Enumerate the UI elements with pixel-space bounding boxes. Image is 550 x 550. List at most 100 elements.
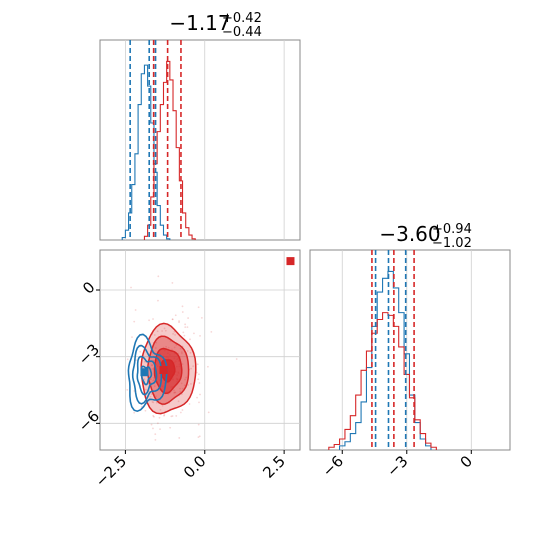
sample-point <box>174 333 176 336</box>
histogram-step <box>339 270 432 450</box>
sample-point <box>186 326 189 329</box>
sample-point <box>172 332 174 335</box>
histogram-step <box>143 60 196 240</box>
sample-point <box>153 385 156 388</box>
sample-point <box>149 395 152 398</box>
sample-point <box>164 329 167 332</box>
sample-point <box>171 282 174 284</box>
sample-point <box>185 376 188 379</box>
sample-point <box>174 391 177 394</box>
tick-label: 2.5 <box>259 452 289 482</box>
sample-point <box>198 401 200 404</box>
title-plus-error: +0.42 <box>222 11 262 26</box>
sample-point <box>187 317 190 319</box>
sample-point <box>184 378 186 381</box>
sample-point <box>189 351 192 354</box>
sample-point <box>178 321 180 324</box>
sample-point <box>126 358 129 361</box>
contour-level <box>136 355 158 396</box>
sample-point <box>173 389 175 392</box>
sample-point <box>130 286 132 289</box>
sample-point <box>163 327 166 330</box>
sample-point <box>199 393 201 396</box>
x-axis-ticks: −6 −3 0 <box>319 450 476 480</box>
sample-point <box>155 395 157 398</box>
sample-point <box>187 384 189 386</box>
sample-point <box>133 320 136 323</box>
sample-point <box>152 379 155 381</box>
sample-point <box>173 391 176 394</box>
grid-lines <box>124 40 285 240</box>
tick-label: −3 <box>383 452 411 480</box>
contour-level <box>131 344 163 405</box>
panel-frame <box>309 249 511 451</box>
sample-point <box>181 387 184 390</box>
sample-point <box>155 341 158 344</box>
sample-point <box>150 423 153 426</box>
sample-point <box>144 388 147 391</box>
sample-point <box>151 401 154 403</box>
sample-point <box>184 326 187 329</box>
x-axis-ticks: −2.5 0.0 2.5 <box>92 450 289 491</box>
sample-point <box>198 382 201 384</box>
sample-point <box>188 403 191 405</box>
sample-point <box>179 347 182 350</box>
tick-label: −6 <box>75 407 103 435</box>
sample-point <box>126 388 129 391</box>
sample-point <box>152 414 155 417</box>
sample-point <box>207 365 209 368</box>
sample-point <box>143 378 146 381</box>
sample-point <box>167 346 170 349</box>
sample-point <box>183 334 186 337</box>
sample-point <box>169 426 172 429</box>
sample-point <box>210 330 213 333</box>
title-minus-error: −1.02 <box>432 236 472 251</box>
sample-point <box>175 344 178 346</box>
sample-point <box>179 390 182 393</box>
panel-frame <box>99 249 301 451</box>
sample-point <box>158 416 161 419</box>
sample-point <box>139 350 142 353</box>
tick-label: 0 <box>457 452 476 471</box>
grid-lines <box>100 250 300 450</box>
sample-point <box>177 400 180 403</box>
sample-point <box>175 415 178 417</box>
sample-point <box>171 348 173 351</box>
sample-point <box>179 411 182 414</box>
sample-point <box>153 334 156 336</box>
sample-point <box>173 346 176 349</box>
sample-point <box>157 275 160 278</box>
contour-level <box>127 333 168 413</box>
sample-point <box>178 437 181 439</box>
sample-point <box>235 358 238 360</box>
sample-point <box>198 435 201 438</box>
sample-point <box>184 323 187 326</box>
sample-point <box>190 367 193 370</box>
sample-point <box>152 318 154 320</box>
marker-square <box>286 257 295 266</box>
sample-point <box>193 332 195 335</box>
panel-title: −3.60 <box>379 222 440 246</box>
sample-point <box>182 331 185 334</box>
tick-label: 0.0 <box>180 452 210 482</box>
tick-label: −6 <box>319 452 347 480</box>
sample-point <box>180 382 183 385</box>
grid-lines <box>341 250 472 450</box>
sample-point <box>199 334 201 337</box>
sample-point <box>170 415 173 418</box>
sample-point <box>197 378 200 381</box>
sample-point <box>163 414 166 416</box>
title-plus-error: +0.94 <box>432 222 472 237</box>
sample-point <box>154 347 157 349</box>
tick-label: 0 <box>79 278 98 297</box>
panel-frame <box>99 39 301 241</box>
sample-point <box>165 345 167 348</box>
histogram-series <box>121 60 196 240</box>
sample-point <box>152 427 154 430</box>
sample-point <box>151 364 153 367</box>
sample-point <box>179 387 181 390</box>
sample-point <box>174 391 176 394</box>
sample-point <box>151 364 153 366</box>
panel-top-left: −1.17 +0.42 −0.44 <box>99 11 301 241</box>
